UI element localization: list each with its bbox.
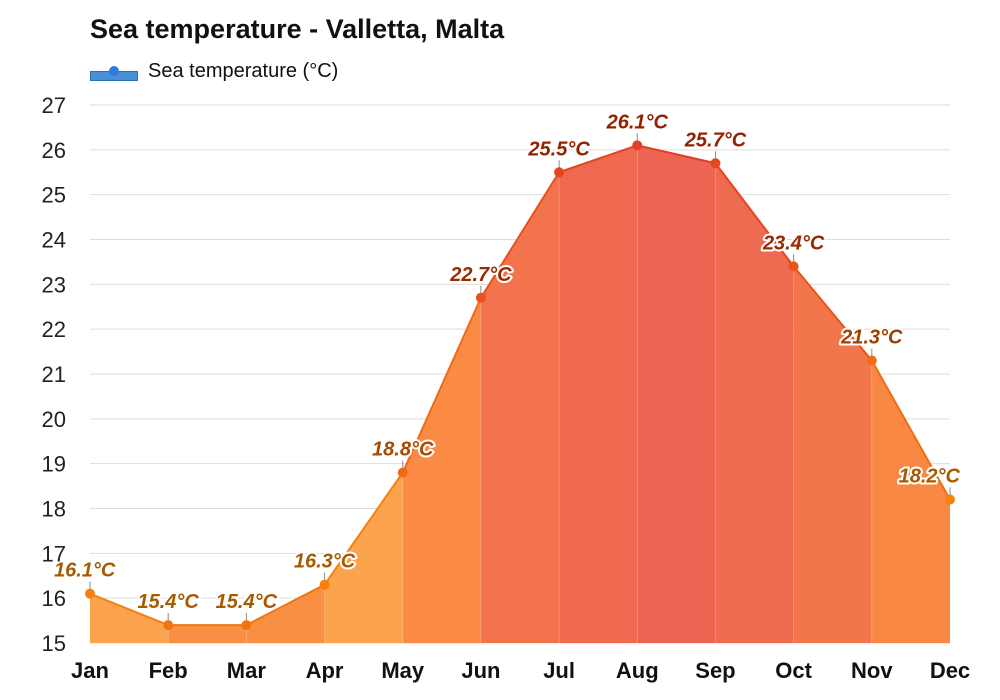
area-segment-jan bbox=[90, 593, 169, 643]
y-tick-label-24: 24 bbox=[42, 228, 66, 253]
y-tick-label-15: 15 bbox=[42, 631, 66, 656]
y-tick-label-25: 25 bbox=[42, 183, 66, 208]
area-segment-feb bbox=[168, 625, 247, 643]
area-segment-may bbox=[402, 297, 481, 643]
data-label-aug: 26.1°C bbox=[606, 111, 669, 133]
chart-title: Sea temperature - Valletta, Malta bbox=[90, 14, 505, 44]
data-label-feb: 15.4°C bbox=[137, 591, 199, 613]
x-tick-label-mar: Mar bbox=[227, 658, 267, 683]
data-point-may bbox=[397, 467, 408, 478]
area-fills bbox=[90, 145, 950, 644]
data-label-apr: 16.3°C bbox=[294, 551, 356, 573]
line-segment-jun bbox=[480, 171, 560, 299]
line-segment-oct bbox=[792, 265, 873, 362]
data-point-aug bbox=[632, 140, 643, 151]
x-tick-label-oct: Oct bbox=[775, 658, 812, 683]
data-point-sep bbox=[710, 158, 721, 169]
data-label-dec: 18.2°C bbox=[899, 466, 961, 488]
axes: 15 16 17 18 19 20 21 22 23 24 25 26 27 Jan Feb Mar Apr Ma… bbox=[42, 93, 971, 683]
line-segment-jan bbox=[89, 592, 169, 626]
area-segment-jun bbox=[480, 172, 560, 643]
data-point-dec bbox=[945, 494, 955, 505]
data-point-jun bbox=[475, 292, 486, 303]
data-point-apr bbox=[319, 579, 330, 590]
data-label-jul: 25.5°C bbox=[527, 138, 590, 160]
series-line bbox=[89, 144, 951, 627]
y-tick-label-18: 18 bbox=[42, 497, 66, 522]
legend-label: Sea temperature (°C) bbox=[148, 60, 339, 82]
data-point-oct bbox=[788, 261, 799, 272]
x-tick-label-aug: Aug bbox=[616, 658, 659, 683]
legend-swatch-icon bbox=[90, 61, 138, 83]
x-tick-label-jun: Jun bbox=[461, 658, 500, 683]
data-point-jan bbox=[85, 588, 95, 599]
data-point-nov bbox=[866, 355, 877, 366]
data-labels: 16.1°C 15.4°C 15.4°C 16.3°C 18.8°C 22.7°C 25.5… bbox=[52, 109, 963, 615]
data-label-sep: 25.7°C bbox=[684, 129, 747, 151]
data-label-may: 18.8°C bbox=[372, 439, 434, 461]
x-tick-label-feb: Feb bbox=[149, 658, 188, 683]
x-tick-label-jul: Jul bbox=[543, 658, 575, 683]
data-label-nov: 21.3°C bbox=[840, 327, 903, 349]
area-segment-mar bbox=[246, 584, 325, 643]
y-tick-label-22: 22 bbox=[42, 317, 66, 342]
y-tick-label-26: 26 bbox=[42, 138, 66, 163]
data-label-oct: 23.4°C bbox=[762, 232, 825, 254]
y-tick-label-27: 27 bbox=[42, 93, 66, 118]
x-tick-label-nov: Nov bbox=[851, 658, 893, 683]
line-segment-may bbox=[401, 297, 482, 474]
legend[interactable]: Sea temperature (°C) bbox=[90, 60, 338, 83]
x-tick-label-jan: Jan bbox=[71, 658, 109, 683]
y-tick-label-21: 21 bbox=[42, 362, 66, 387]
y-tick-label-16: 16 bbox=[42, 586, 66, 611]
line-segment-nov bbox=[870, 360, 951, 501]
data-label-jan: 16.1°C bbox=[54, 560, 116, 582]
x-tick-label-apr: Apr bbox=[306, 658, 344, 683]
line-segment-mar bbox=[245, 583, 326, 626]
data-point-mar bbox=[241, 620, 252, 631]
area-segment-sep bbox=[715, 163, 794, 644]
data-label-mar: 15.4°C bbox=[216, 591, 278, 613]
x-tick-label-sep: Sep bbox=[695, 658, 735, 683]
y-tick-label-19: 19 bbox=[42, 452, 66, 477]
area-segment-nov bbox=[871, 360, 950, 643]
y-tick-label-23: 23 bbox=[42, 272, 66, 297]
data-points bbox=[85, 133, 955, 631]
line-segment-jul bbox=[558, 144, 638, 174]
area-segment-aug bbox=[637, 145, 716, 643]
line-segment-apr bbox=[323, 472, 404, 586]
y-tick-label-17: 17 bbox=[42, 541, 66, 566]
line-segment-sep bbox=[714, 162, 795, 268]
area-segment-apr bbox=[324, 472, 403, 643]
data-point-feb bbox=[163, 620, 174, 631]
x-tick-label-may: May bbox=[381, 658, 425, 683]
line-segment-aug bbox=[637, 144, 716, 165]
area-segment-jul bbox=[559, 145, 638, 643]
y-tick-label-20: 20 bbox=[42, 407, 66, 432]
data-label-jun: 22.7°C bbox=[449, 264, 512, 286]
x-tick-label-dec: Dec bbox=[930, 658, 970, 683]
area-segment-oct bbox=[793, 266, 872, 643]
data-point-jul bbox=[554, 167, 565, 178]
